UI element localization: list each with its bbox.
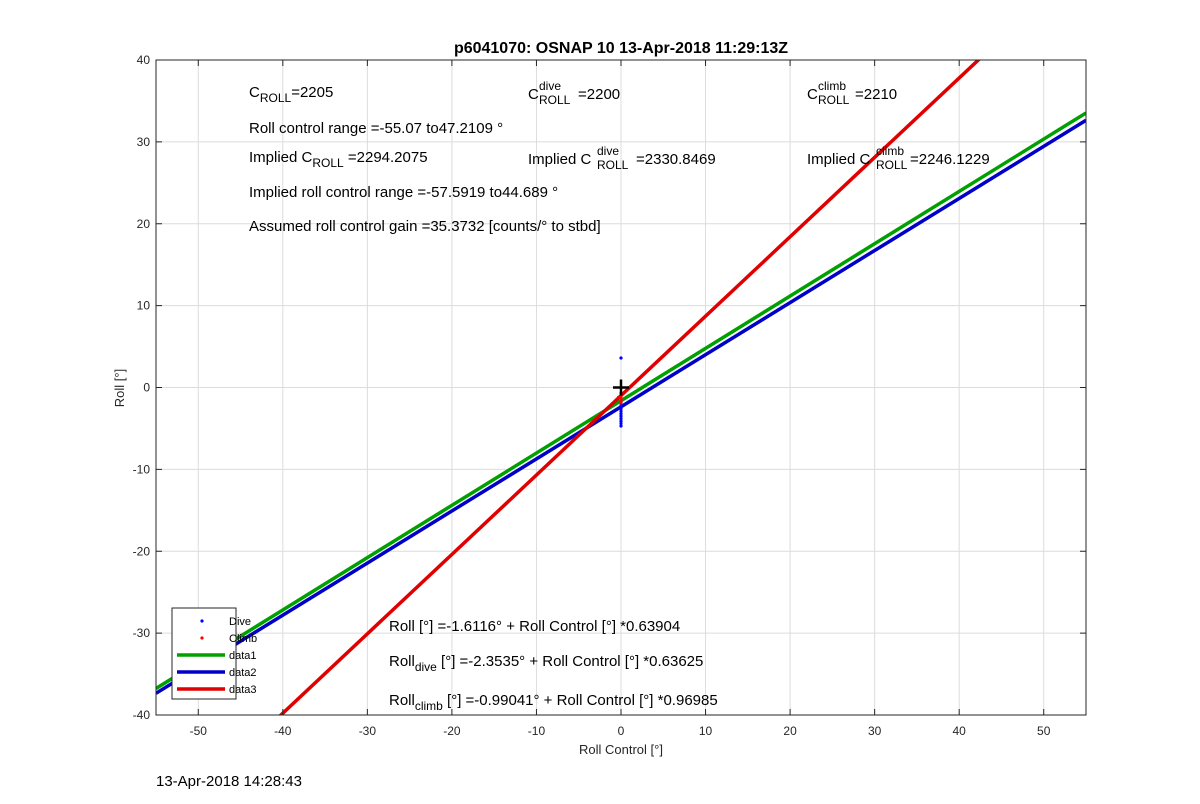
legend-label: data1 xyxy=(229,650,257,662)
fit-dive-rest: [°] =-2.3535° + Roll Control [°] *0.6362… xyxy=(437,653,703,670)
x-tick-label: -20 xyxy=(443,724,461,738)
legend-label: Dive xyxy=(229,616,251,628)
c-roll-climb-sup: climb xyxy=(818,79,846,93)
point-climb xyxy=(619,401,623,405)
implied-range-annotation: Implied roll control range =-57.5919 to4… xyxy=(249,184,558,201)
point-dive xyxy=(619,421,623,426)
y-tick-label: -10 xyxy=(133,462,151,476)
fit-dive-sub: dive xyxy=(415,660,437,674)
x-tick-label: 30 xyxy=(868,724,882,738)
x-tick-label: 20 xyxy=(783,724,797,738)
x-axis-label: Roll Control [°] xyxy=(579,742,663,757)
c-roll-dive-annotation: C xyxy=(528,86,539,103)
c-roll-climb-c: C xyxy=(807,86,818,103)
implied-c-roll-sub: ROLL xyxy=(312,156,344,170)
x-tick-label: 10 xyxy=(699,724,713,738)
legend-label: data3 xyxy=(229,684,257,696)
y-tick-label: 0 xyxy=(143,381,150,395)
origin-marker xyxy=(613,379,629,396)
gain-annotation: Assumed roll control gain =35.3732 [coun… xyxy=(249,218,601,235)
point-dive xyxy=(619,417,623,421)
fit-all-equation: Roll [°] =-1.6116° + Roll Control [°] *0… xyxy=(389,618,680,635)
x-tick-label: 0 xyxy=(618,724,625,738)
point-climb xyxy=(619,399,623,403)
fit-climb-sub: climb xyxy=(415,699,443,713)
legend-label: Climb xyxy=(229,633,257,645)
implied-c-roll-dive-sup: dive xyxy=(597,144,619,158)
y-tick-label: 40 xyxy=(137,53,151,67)
fit-dive-equation: Rolldive [°] =-2.3535° + Roll Control [°… xyxy=(389,653,703,674)
fit-dive-pre: Roll xyxy=(389,653,415,670)
x-axis-ticks: -50 -40 -30 -20 -10 0 10 20 30 40 50 xyxy=(190,60,1051,738)
x-tick-label: -10 xyxy=(528,724,546,738)
x-tick-label: 50 xyxy=(1037,724,1051,738)
y-tick-label: 20 xyxy=(137,217,151,231)
c-roll-climb-value: =2210 xyxy=(855,86,897,103)
c-roll-dive-value: =2200 xyxy=(578,86,620,103)
point-climb xyxy=(616,395,621,399)
point-dive xyxy=(619,403,623,408)
point-dive xyxy=(619,407,623,411)
c-roll-dive-sub: ROLL xyxy=(539,93,571,107)
point-dive xyxy=(619,424,623,428)
timestamp: 13-Apr-2018 14:28:43 xyxy=(156,773,302,790)
point-dive xyxy=(619,412,623,416)
x-tick-label: -30 xyxy=(359,724,377,738)
c-roll-dive-c: C xyxy=(528,86,539,103)
fit-climb-rest: [°] =-0.99041° + Roll Control [°] *0.969… xyxy=(443,692,718,709)
c-roll-dive-sup: dive xyxy=(539,79,561,93)
y-axis-label: Roll [°] xyxy=(112,369,127,407)
implied-c-roll-dive-sub: ROLL xyxy=(597,158,629,172)
legend-label: data2 xyxy=(229,667,257,679)
c-roll-climb-sub: ROLL xyxy=(818,93,850,107)
implied-c-roll-dive-value: =2330.8469 xyxy=(636,151,716,168)
y-tick-label: -30 xyxy=(133,626,151,640)
implied-c-roll-climb-value: =2246.1229 xyxy=(910,151,990,168)
c-roll-annotation: CROLL=2205 xyxy=(249,84,333,105)
point-dive xyxy=(619,414,623,418)
implied-c-roll-annotation: Implied CROLL =2294.2075 xyxy=(249,149,428,170)
c-roll-c: C xyxy=(249,84,260,101)
legend-swatch-climb xyxy=(200,636,204,640)
point-climb xyxy=(619,396,623,400)
implied-c-roll-pre: Implied C xyxy=(249,149,313,166)
point-dive xyxy=(619,356,623,360)
x-tick-label: -40 xyxy=(274,724,292,738)
implied-c-roll-climb-pre: Implied C xyxy=(807,151,871,168)
chart-title: p6041070: OSNAP 10 13-Apr-2018 11:29:13Z xyxy=(454,40,788,57)
c-roll-value: =2205 xyxy=(291,84,333,101)
implied-c-roll-climb-sup: climb xyxy=(876,144,904,158)
legend: Dive Climb data1 data2 data3 xyxy=(171,607,257,700)
legend-swatch-dive xyxy=(200,619,204,623)
implied-c-roll-value: =2294.2075 xyxy=(344,149,428,166)
fit-climb-pre: Roll xyxy=(389,692,415,709)
y-axis-ticks: -40 -30 -20 -10 0 10 20 30 40 xyxy=(133,53,1086,722)
y-tick-label: -40 xyxy=(133,708,151,722)
point-dive xyxy=(619,409,623,413)
implied-c-roll-climb-sub: ROLL xyxy=(876,158,908,172)
y-tick-label: 10 xyxy=(137,299,151,313)
fit-climb-equation: Rollclimb [°] =-0.99041° + Roll Control … xyxy=(389,692,718,713)
implied-c-roll-dive-pre: Implied C xyxy=(528,151,592,168)
roll-range-annotation: Roll control range =-55.07 to47.2109 ° xyxy=(249,120,503,137)
point-dive xyxy=(619,419,623,423)
x-tick-label: -50 xyxy=(190,724,208,738)
c-roll-sub: ROLL xyxy=(260,91,292,105)
x-tick-label: 40 xyxy=(953,724,967,738)
y-tick-label: -20 xyxy=(133,544,151,558)
y-tick-label: 30 xyxy=(137,135,151,149)
